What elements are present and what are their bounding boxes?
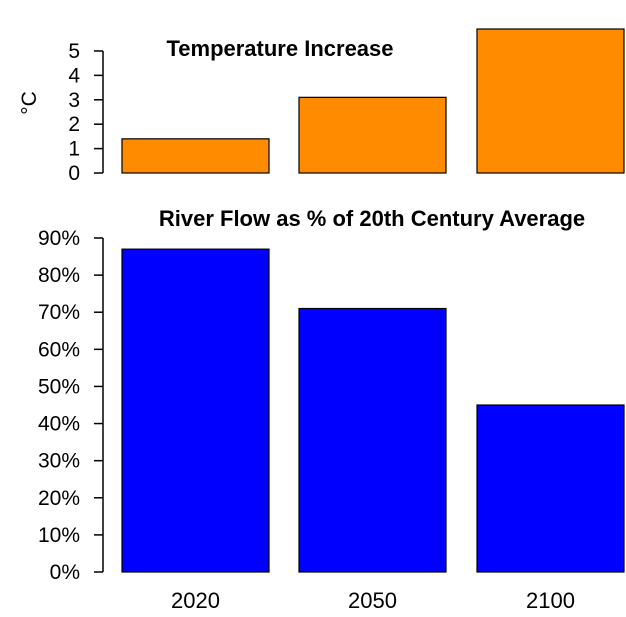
river-flow-y-tick-label: 0%: [50, 561, 80, 584]
river-flow-y-tick-label: 10%: [38, 524, 80, 547]
x-category-label-2020: 2020: [171, 588, 220, 613]
river-flow-y-tick-label: 20%: [38, 487, 80, 510]
river-flow-bar-2020: [121, 248, 270, 573]
temperature-bar-2100: [476, 28, 625, 174]
temperature-y-tick-label: 4: [68, 64, 80, 87]
river-flow-y-tick-label: 40%: [38, 413, 80, 436]
temperature-bar-2020: [121, 138, 270, 174]
temperature-y-tick-label: 3: [68, 89, 80, 112]
x-category-label-2050: 2050: [348, 588, 397, 613]
river-flow-y-tick-label: 60%: [38, 338, 80, 361]
temperature-y-axis-label: °C: [18, 91, 41, 115]
x-category-label-2100: 2100: [526, 588, 575, 613]
river-flow-panel: River Flow as % of 20th Century Average …: [38, 206, 625, 584]
river-flow-y-tick-label: 50%: [38, 375, 80, 398]
river-flow-y-tick-label: 70%: [38, 301, 80, 324]
temperature-y-tick-label: 0: [68, 162, 80, 185]
temperature-y-tick-label: 2: [68, 113, 80, 136]
river-flow-y-tick-label: 30%: [38, 450, 80, 473]
temperature-y-tick-label: 1: [68, 138, 80, 161]
river-flow-chart-title: River Flow as % of 20th Century Average: [159, 206, 585, 231]
river-flow-y-tick-label: 90%: [38, 227, 80, 250]
river-flow-y-tick-label: 80%: [38, 264, 80, 287]
river-flow-bar-2050: [298, 307, 447, 573]
river-flow-bar-2100: [476, 404, 625, 573]
temperature-chart-title: Temperature Increase: [166, 36, 393, 61]
x-axis-category-labels: 2020 2050 2100: [171, 588, 575, 613]
temperature-y-tick-label: 5: [68, 40, 80, 63]
temperature-bar-2050: [298, 96, 447, 174]
